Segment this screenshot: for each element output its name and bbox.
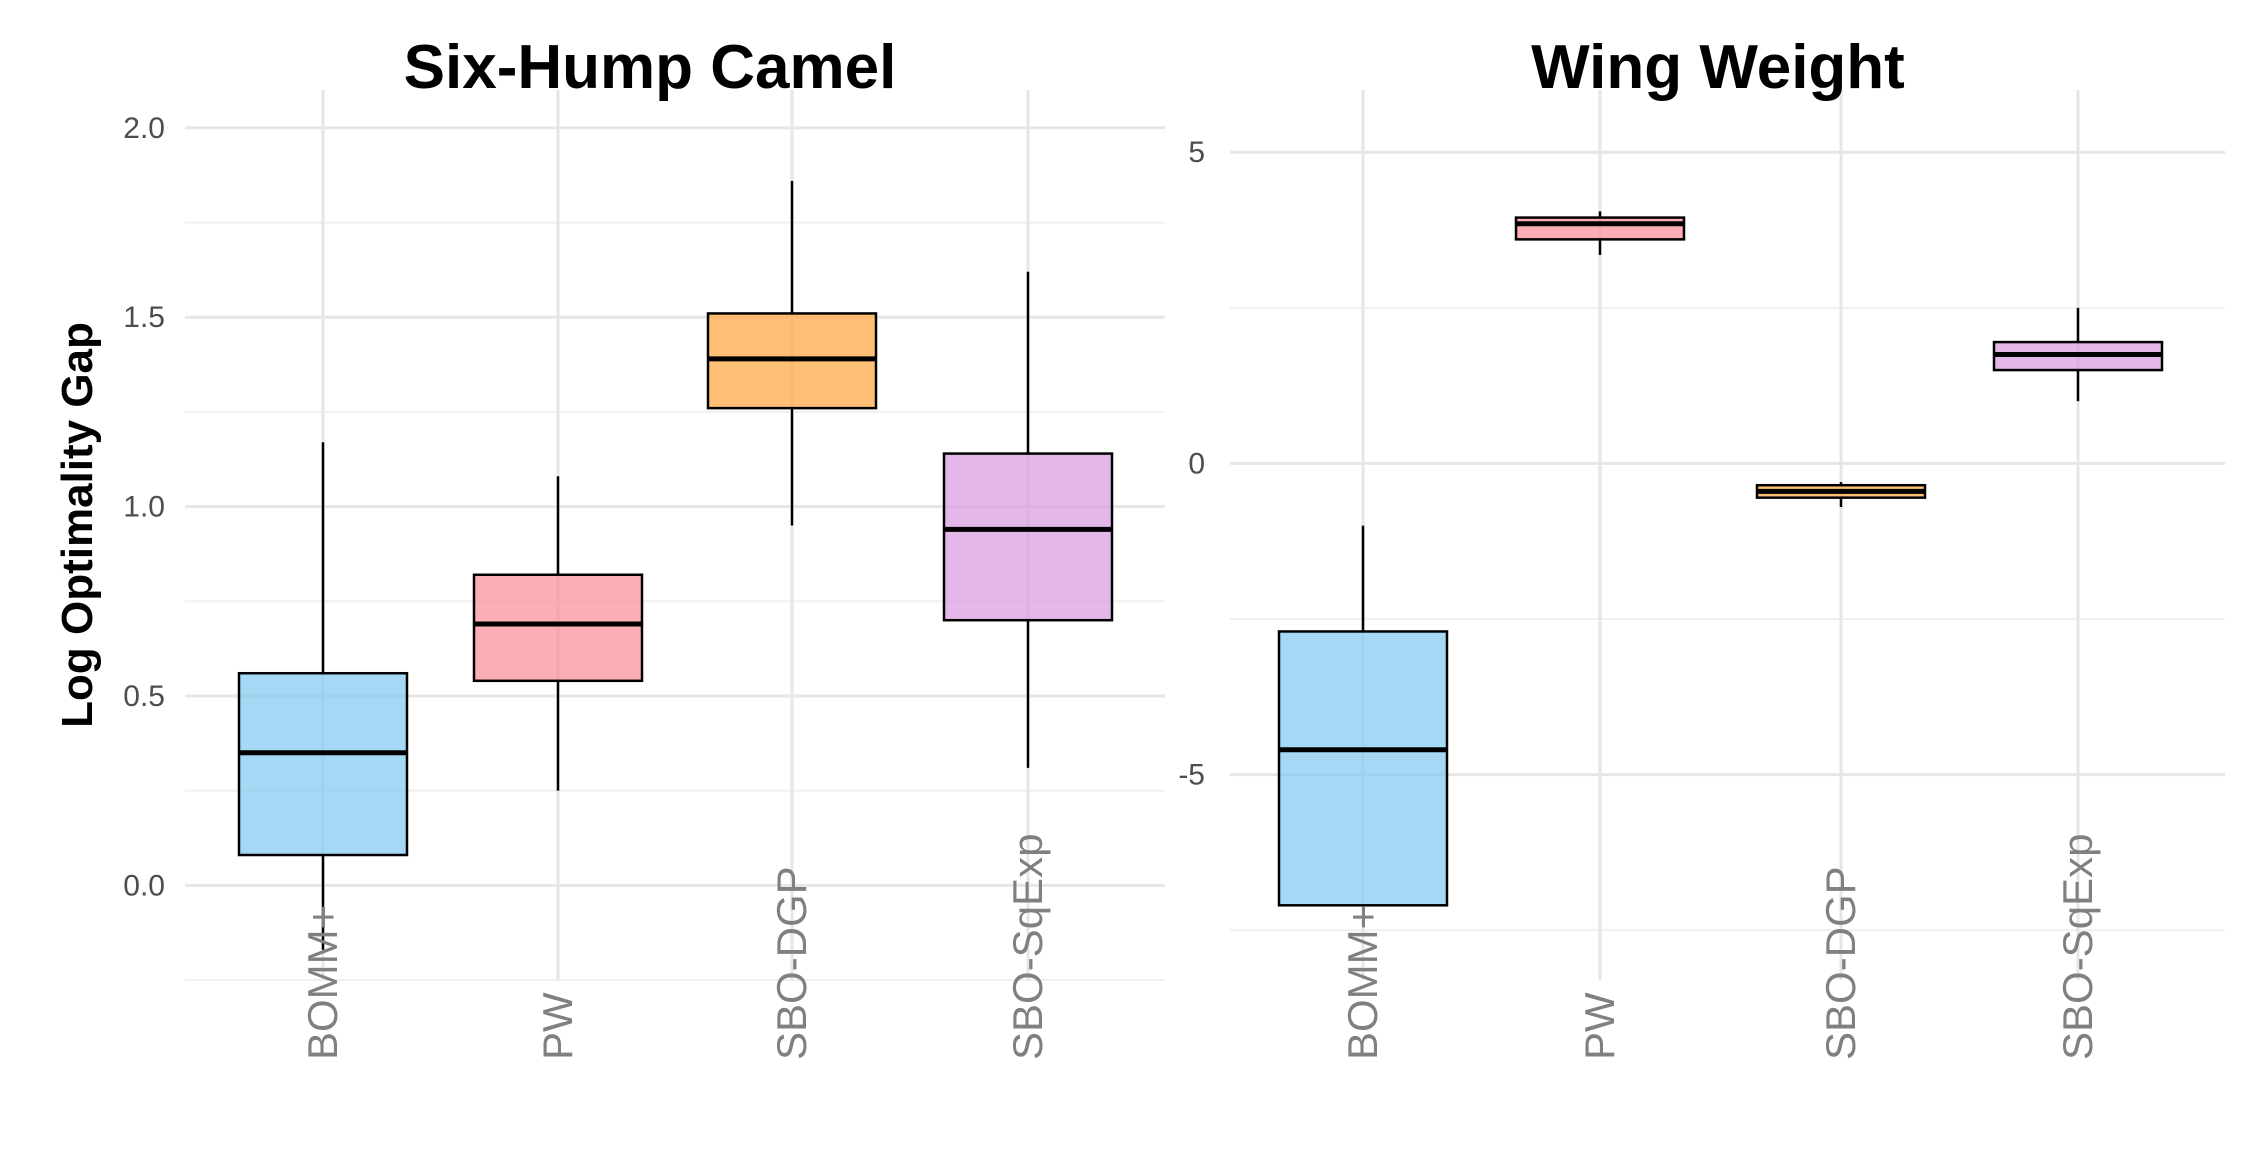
x-tick-label: PW (534, 992, 581, 1060)
iqr-box (237, 671, 409, 857)
chart-title: Wing Weight (1531, 33, 1905, 102)
box-bomm- (1277, 525, 1449, 907)
box-sbo-sqexp (1992, 307, 2164, 402)
iqr-box (1514, 216, 1686, 241)
x-tick-label: SBO-DGP (768, 866, 815, 1060)
box-bomm- (237, 442, 409, 950)
y-tick-label: -5 (1178, 759, 1205, 792)
y-tick-label: 1.0 (123, 491, 165, 524)
box-sbo-dgp (1755, 482, 1927, 507)
iqr-box (1277, 630, 1449, 907)
iqr-box (942, 452, 1114, 622)
y-tick-label: 1.5 (123, 301, 165, 334)
y-tick-label: 5 (1188, 136, 1205, 169)
y-tick-label: 0.0 (123, 869, 165, 902)
y-axis-label: Log Optimality Gap (53, 322, 102, 728)
x-tick-label: SBO-DGP (1817, 866, 1864, 1060)
panel-six-hump-camel: 0.0 0.5 1.0 1.5 2.0 Six-Hump Camel Log Optimal… (53, 33, 1165, 1060)
box-sbo-sqexp (942, 271, 1114, 768)
box-sbo-dgp (706, 180, 878, 526)
chart-title: Six-Hump Camel (404, 33, 897, 102)
x-tick-label: BOMM+ (299, 905, 346, 1060)
box-pw (1514, 211, 1686, 255)
y-tick-label: 0 (1188, 447, 1205, 480)
box-pw (472, 476, 644, 791)
iqr-box (472, 573, 644, 683)
x-tick-label: SBO-SqExp (2054, 834, 2101, 1060)
y-tick-label: 0.5 (123, 680, 165, 713)
x-tick-label: SBO-SqExp (1004, 834, 1051, 1060)
x-tick-label: PW (1576, 992, 1623, 1060)
y-tick-label: 2.0 (123, 112, 165, 145)
panel-wing-weight: -5 0 5 Wing Weight BOMM+ PW SBO-DGP SBO-SqExp (1178, 33, 2225, 1060)
x-tick-label: BOMM+ (1339, 905, 1386, 1060)
